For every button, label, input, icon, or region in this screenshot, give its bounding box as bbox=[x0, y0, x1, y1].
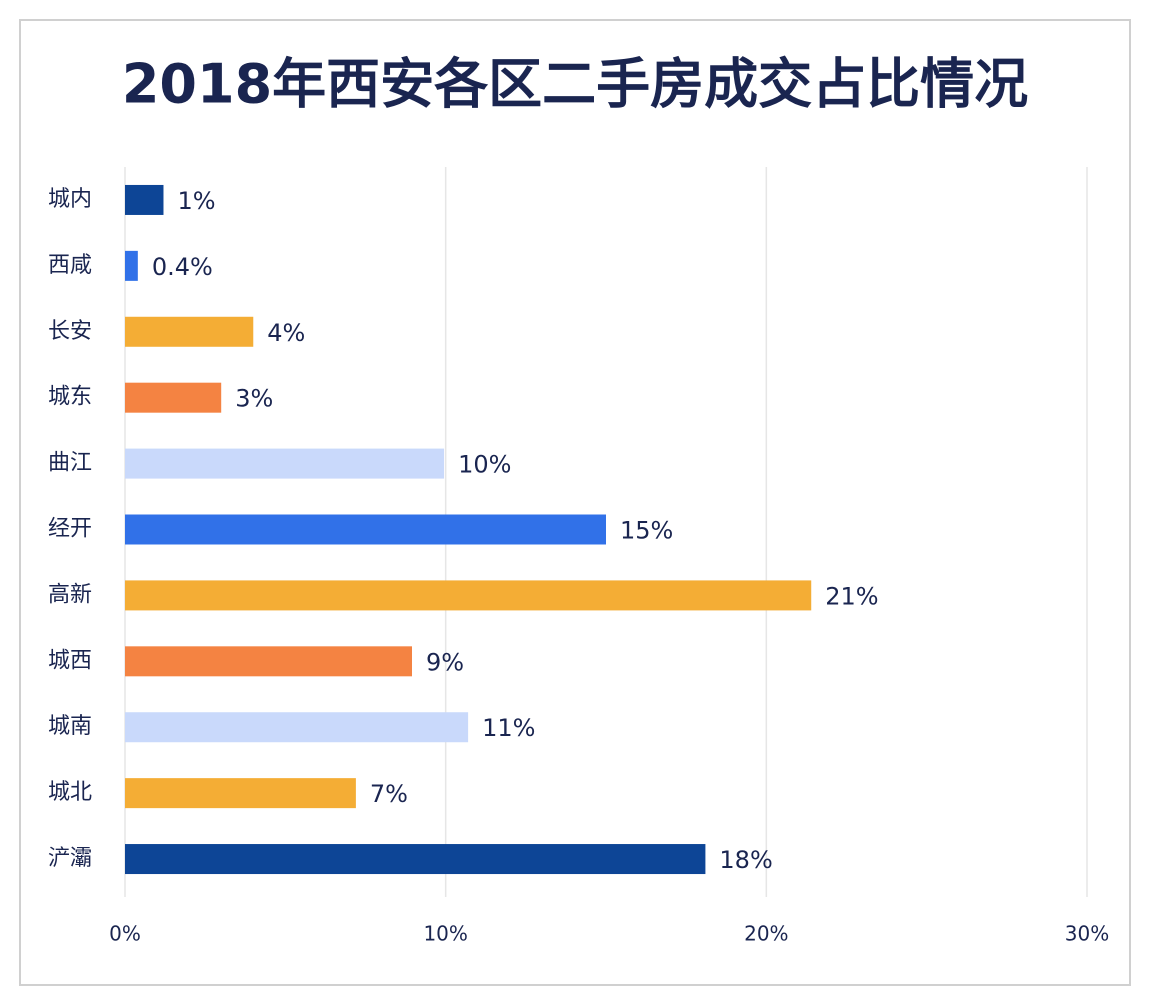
value-label: 1% bbox=[177, 187, 215, 215]
value-label: 21% bbox=[825, 582, 878, 610]
y-tick-label: 西咸 bbox=[48, 253, 92, 278]
y-tick-label: 城西 bbox=[48, 648, 92, 673]
y-tick-label: 城内 bbox=[48, 187, 92, 212]
bar bbox=[125, 844, 706, 875]
bar bbox=[125, 712, 469, 743]
y-tick-label: 经开 bbox=[48, 517, 92, 542]
value-label: 15% bbox=[620, 517, 673, 545]
chart-title: 2018年西安各区二手房成交占比情况 bbox=[122, 53, 1028, 116]
bar bbox=[125, 778, 356, 809]
y-tick-label: 浐灞 bbox=[48, 846, 92, 871]
value-label: 0.4% bbox=[152, 253, 213, 281]
bar bbox=[125, 646, 412, 677]
value-label: 7% bbox=[370, 780, 408, 808]
value-label: 11% bbox=[482, 714, 535, 742]
y-tick-label: 长安 bbox=[48, 319, 92, 344]
x-tick-label: 10% bbox=[423, 922, 467, 946]
value-label: 9% bbox=[426, 648, 464, 676]
bar bbox=[125, 382, 222, 413]
y-tick-label: 高新 bbox=[48, 582, 92, 607]
value-label: 18% bbox=[719, 846, 772, 874]
bar bbox=[125, 514, 606, 545]
x-tick-label: 0% bbox=[109, 922, 141, 946]
value-label: 3% bbox=[235, 385, 273, 413]
bar bbox=[125, 580, 812, 611]
bar bbox=[125, 184, 164, 215]
y-tick-label: 城南 bbox=[48, 714, 92, 739]
y-tick-label: 曲江 bbox=[48, 451, 92, 476]
frame bbox=[19, 19, 1131, 986]
bar bbox=[125, 316, 254, 347]
x-tick-label: 20% bbox=[744, 922, 788, 946]
y-tick-label: 城东 bbox=[48, 385, 92, 410]
bar bbox=[125, 250, 138, 281]
bar bbox=[125, 448, 445, 479]
value-label: 10% bbox=[458, 451, 511, 479]
x-tick-label: 30% bbox=[1065, 922, 1109, 946]
value-label: 4% bbox=[267, 319, 305, 347]
y-tick-label: 城北 bbox=[48, 780, 92, 805]
